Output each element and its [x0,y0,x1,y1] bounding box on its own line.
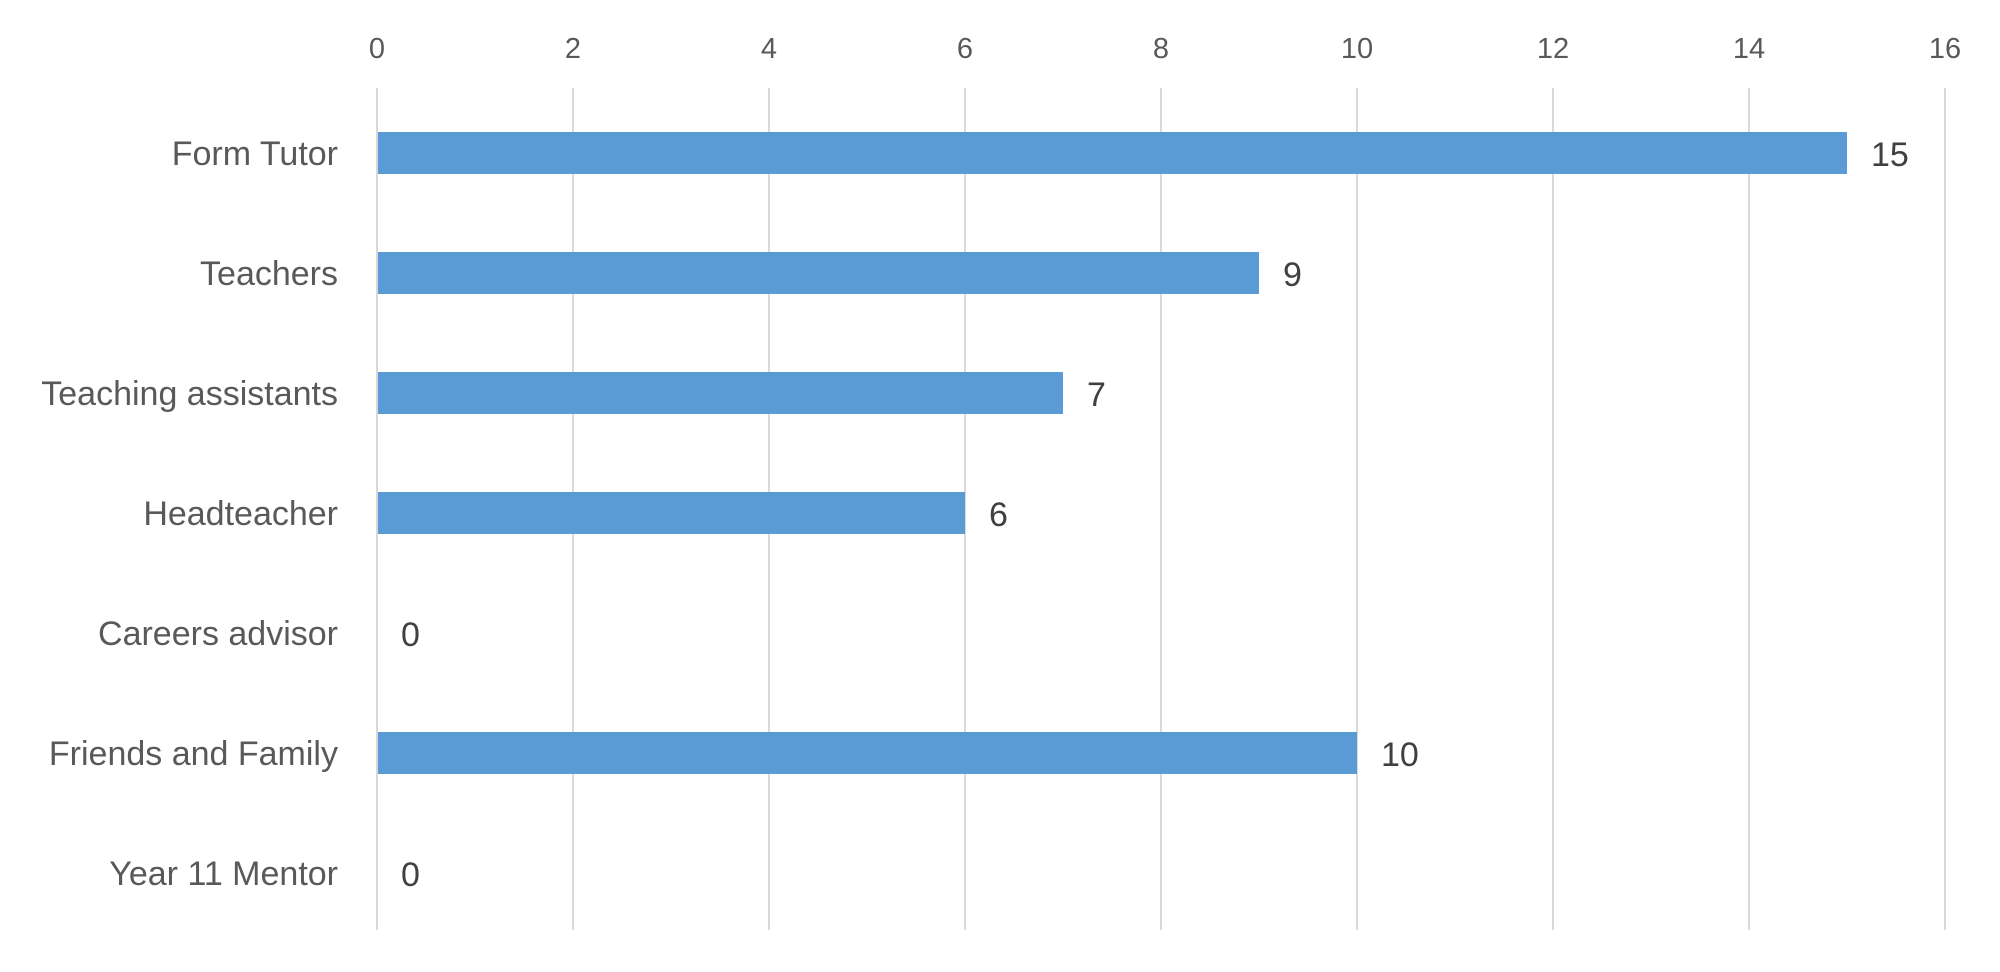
data-label: 0 [401,856,420,894]
x-tick-label: 8 [1153,33,1169,65]
data-label: 0 [401,616,420,654]
bar-friends-and-family [378,732,1357,774]
bar-headteacher [378,492,965,534]
category-label: Teachers [200,255,338,293]
data-label: 10 [1381,736,1419,774]
gridlines [376,88,1946,930]
category-label: Teaching assistants [41,375,338,413]
data-label: 15 [1871,136,1909,174]
x-tick-label: 14 [1733,33,1765,65]
x-tick-label: 2 [565,33,581,65]
category-label: Careers advisor [98,615,338,653]
x-tick-label: 4 [761,33,777,65]
x-tick-label: 12 [1537,33,1569,65]
category-labels: Form Tutor Teachers Teaching assistants Hea… [41,135,338,893]
bar-form-tutor [378,132,1847,174]
x-tick-label: 0 [369,33,385,65]
bars [378,132,1847,774]
x-tick-label: 16 [1929,33,1961,65]
x-axis-tick-labels: 0 2 4 6 8 10 12 14 16 [369,33,1961,65]
category-label: Friends and Family [49,735,338,773]
data-label: 7 [1087,376,1106,414]
bar-teachers [378,252,1259,294]
bar-teaching-assistants [378,372,1063,414]
x-tick-label: 10 [1341,33,1373,65]
category-label: Headteacher [143,495,338,533]
data-label: 9 [1283,256,1302,294]
category-label: Year 11 Mentor [109,855,338,893]
x-tick-label: 6 [957,33,973,65]
category-label: Form Tutor [172,135,338,173]
data-labels: 15 9 7 6 0 10 0 [401,136,1909,894]
data-label: 6 [989,496,1008,534]
